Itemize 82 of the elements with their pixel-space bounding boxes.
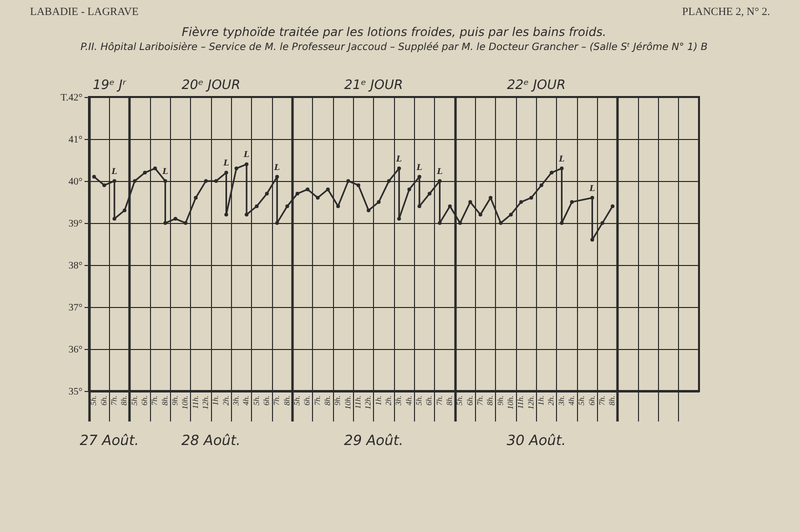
x-tick-label: 2h.: [221, 396, 230, 406]
x-tick-label: 6h.: [424, 396, 434, 406]
x-tick-label: 6h.: [587, 396, 596, 406]
x-tick-label: 5h.: [252, 396, 261, 406]
data-label: L: [436, 166, 443, 176]
x-tick-label: 12h.: [200, 396, 210, 410]
x-tick-label: 1h.: [374, 396, 383, 406]
y-tick-label: 40°: [68, 176, 82, 188]
x-tick-label: 12h.: [364, 396, 373, 410]
x-tick-label: 8h.: [120, 396, 129, 406]
chart-title: Fièvre typhoïde traitée par les lotions froides, puis par les bains froids.: [182, 25, 606, 39]
x-tick-label: 8h.: [282, 396, 292, 406]
x-tick-label: 6h.: [262, 396, 271, 406]
x-tick-label: 3h.: [556, 396, 566, 406]
x-tick-label: 8h.: [444, 396, 454, 406]
x-tick-label: 8h.: [322, 396, 332, 406]
x-tick-label: 7h.: [272, 396, 282, 406]
x-tick-label: 5h.: [292, 396, 302, 406]
y-tick-label: 36°: [68, 344, 82, 356]
x-tick-label: 6h.: [465, 396, 474, 406]
x-tick-label: 11h.: [516, 396, 526, 409]
text: 28 Août.: [181, 433, 241, 449]
y-tick-label: 37°: [68, 302, 82, 314]
x-tick-label: 8h.: [486, 396, 495, 406]
x-tick-label: 7h.: [434, 396, 444, 406]
data-label: L: [395, 153, 402, 164]
x-tick-label: 9h.: [170, 396, 180, 406]
data-label: L: [588, 182, 596, 193]
data-label: L: [558, 153, 565, 164]
x-tick-label: 3h.: [231, 396, 240, 406]
x-tick-label: 5h.: [414, 396, 424, 406]
x-tick-label: 5h.: [455, 396, 464, 406]
text: 27 Août.: [80, 433, 139, 449]
x-tick-label: 5h.: [130, 396, 139, 406]
y-tick-label: 39°: [68, 218, 82, 230]
x-tick-label: 10h.: [506, 396, 515, 410]
y-tick-label: 38°: [68, 260, 82, 272]
x-tick-label: 9h.: [496, 396, 505, 406]
x-tick-label: 7h.: [109, 396, 118, 406]
x-tick-label: 7h.: [150, 396, 160, 406]
x-tick-label: 1h.: [211, 396, 220, 406]
x-tick-label: 5h.: [89, 396, 98, 406]
x-tick-label: 2h.: [546, 396, 556, 406]
x-tick-label: 12h.: [526, 396, 536, 410]
text: 22ᵉ JOUR: [506, 78, 566, 93]
x-tick-label: 6h.: [302, 396, 312, 406]
text: 21ᵉ JOUR: [344, 78, 404, 93]
data-label: L: [242, 149, 250, 160]
data-label: L: [222, 158, 230, 168]
chart-subtitle: P.II. Hôpital Lariboisière – Service de M. le Professeur Jaccoud – Suppléé par M. le Docteur Grancher – (Salle Sᵗ Jérôme N° 1) B: [80, 42, 708, 53]
y-tick-label: 35°: [68, 386, 82, 398]
x-tick-label: 9h.: [333, 396, 342, 406]
y-tick-label: T.42°: [60, 92, 82, 104]
x-tick-label: 4h.: [242, 396, 251, 406]
y-tick-label: 41°: [68, 134, 82, 146]
x-tick-label: 7h.: [597, 396, 606, 406]
text: 20ᵉ JOUR: [182, 78, 240, 93]
data-label: L: [110, 166, 118, 176]
x-tick-label: 11h.: [353, 396, 362, 409]
x-tick-label: 4h.: [566, 396, 576, 406]
x-tick-label: 8h.: [608, 396, 617, 406]
x-tick-label: 1h.: [536, 396, 546, 406]
x-tick-label: 7h.: [475, 396, 484, 406]
x-tick-label: 11h.: [190, 396, 200, 409]
x-tick-label: 6h.: [140, 396, 149, 406]
text: PLANCHE 2, N° 2.: [682, 6, 770, 18]
text: LABADIE - LAGRAVE: [30, 6, 139, 18]
text: 29 Août.: [344, 433, 404, 449]
x-tick-label: 3h.: [394, 396, 404, 406]
data-label: L: [161, 166, 168, 176]
text: 19ᵉ Jʳ: [92, 78, 127, 93]
x-tick-label: 7h.: [312, 396, 322, 406]
x-tick-label: 2h.: [384, 396, 393, 406]
data-label: L: [416, 162, 423, 172]
x-tick-label: 8h.: [160, 396, 170, 406]
x-tick-label: 10h.: [343, 396, 352, 410]
x-tick-label: 10h.: [180, 396, 190, 410]
data-label: L: [273, 162, 280, 172]
x-tick-label: 6h.: [99, 396, 108, 406]
x-tick-label: 5h.: [577, 396, 586, 406]
x-tick-label: 4h.: [404, 396, 414, 406]
text: 30 Août.: [506, 433, 566, 449]
